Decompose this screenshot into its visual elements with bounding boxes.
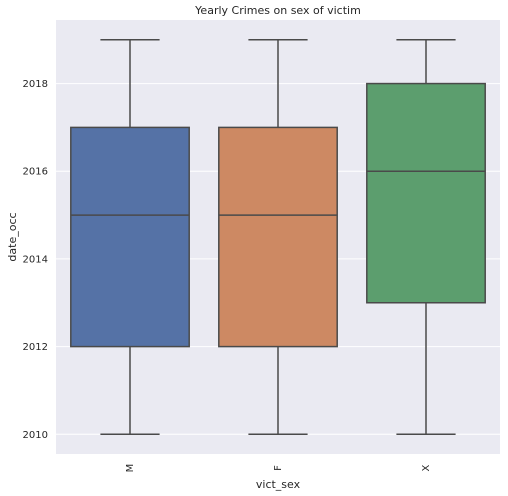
x-tick-label-X: X <box>421 464 432 471</box>
chart-title: Yearly Crimes on sex of victim <box>194 4 361 17</box>
y-tick-label: 2018 <box>23 79 48 90</box>
x-tick-label-M: M <box>125 464 136 473</box>
y-tick-label: 2012 <box>23 342 48 353</box>
iqr-box <box>367 84 485 303</box>
iqr-box <box>219 127 337 346</box>
y-tick-label: 2010 <box>23 430 48 441</box>
y-tick-label: 2016 <box>23 167 48 178</box>
y-tick-labels: 2010 2012 2014 2016 2018 <box>23 79 48 441</box>
y-axis-label: date_occ <box>6 212 19 261</box>
x-tick-label-F: F <box>273 465 284 471</box>
iqr-box <box>71 127 189 346</box>
x-axis-label: vict_sex <box>256 478 301 491</box>
y-tick-label: 2014 <box>23 254 48 265</box>
